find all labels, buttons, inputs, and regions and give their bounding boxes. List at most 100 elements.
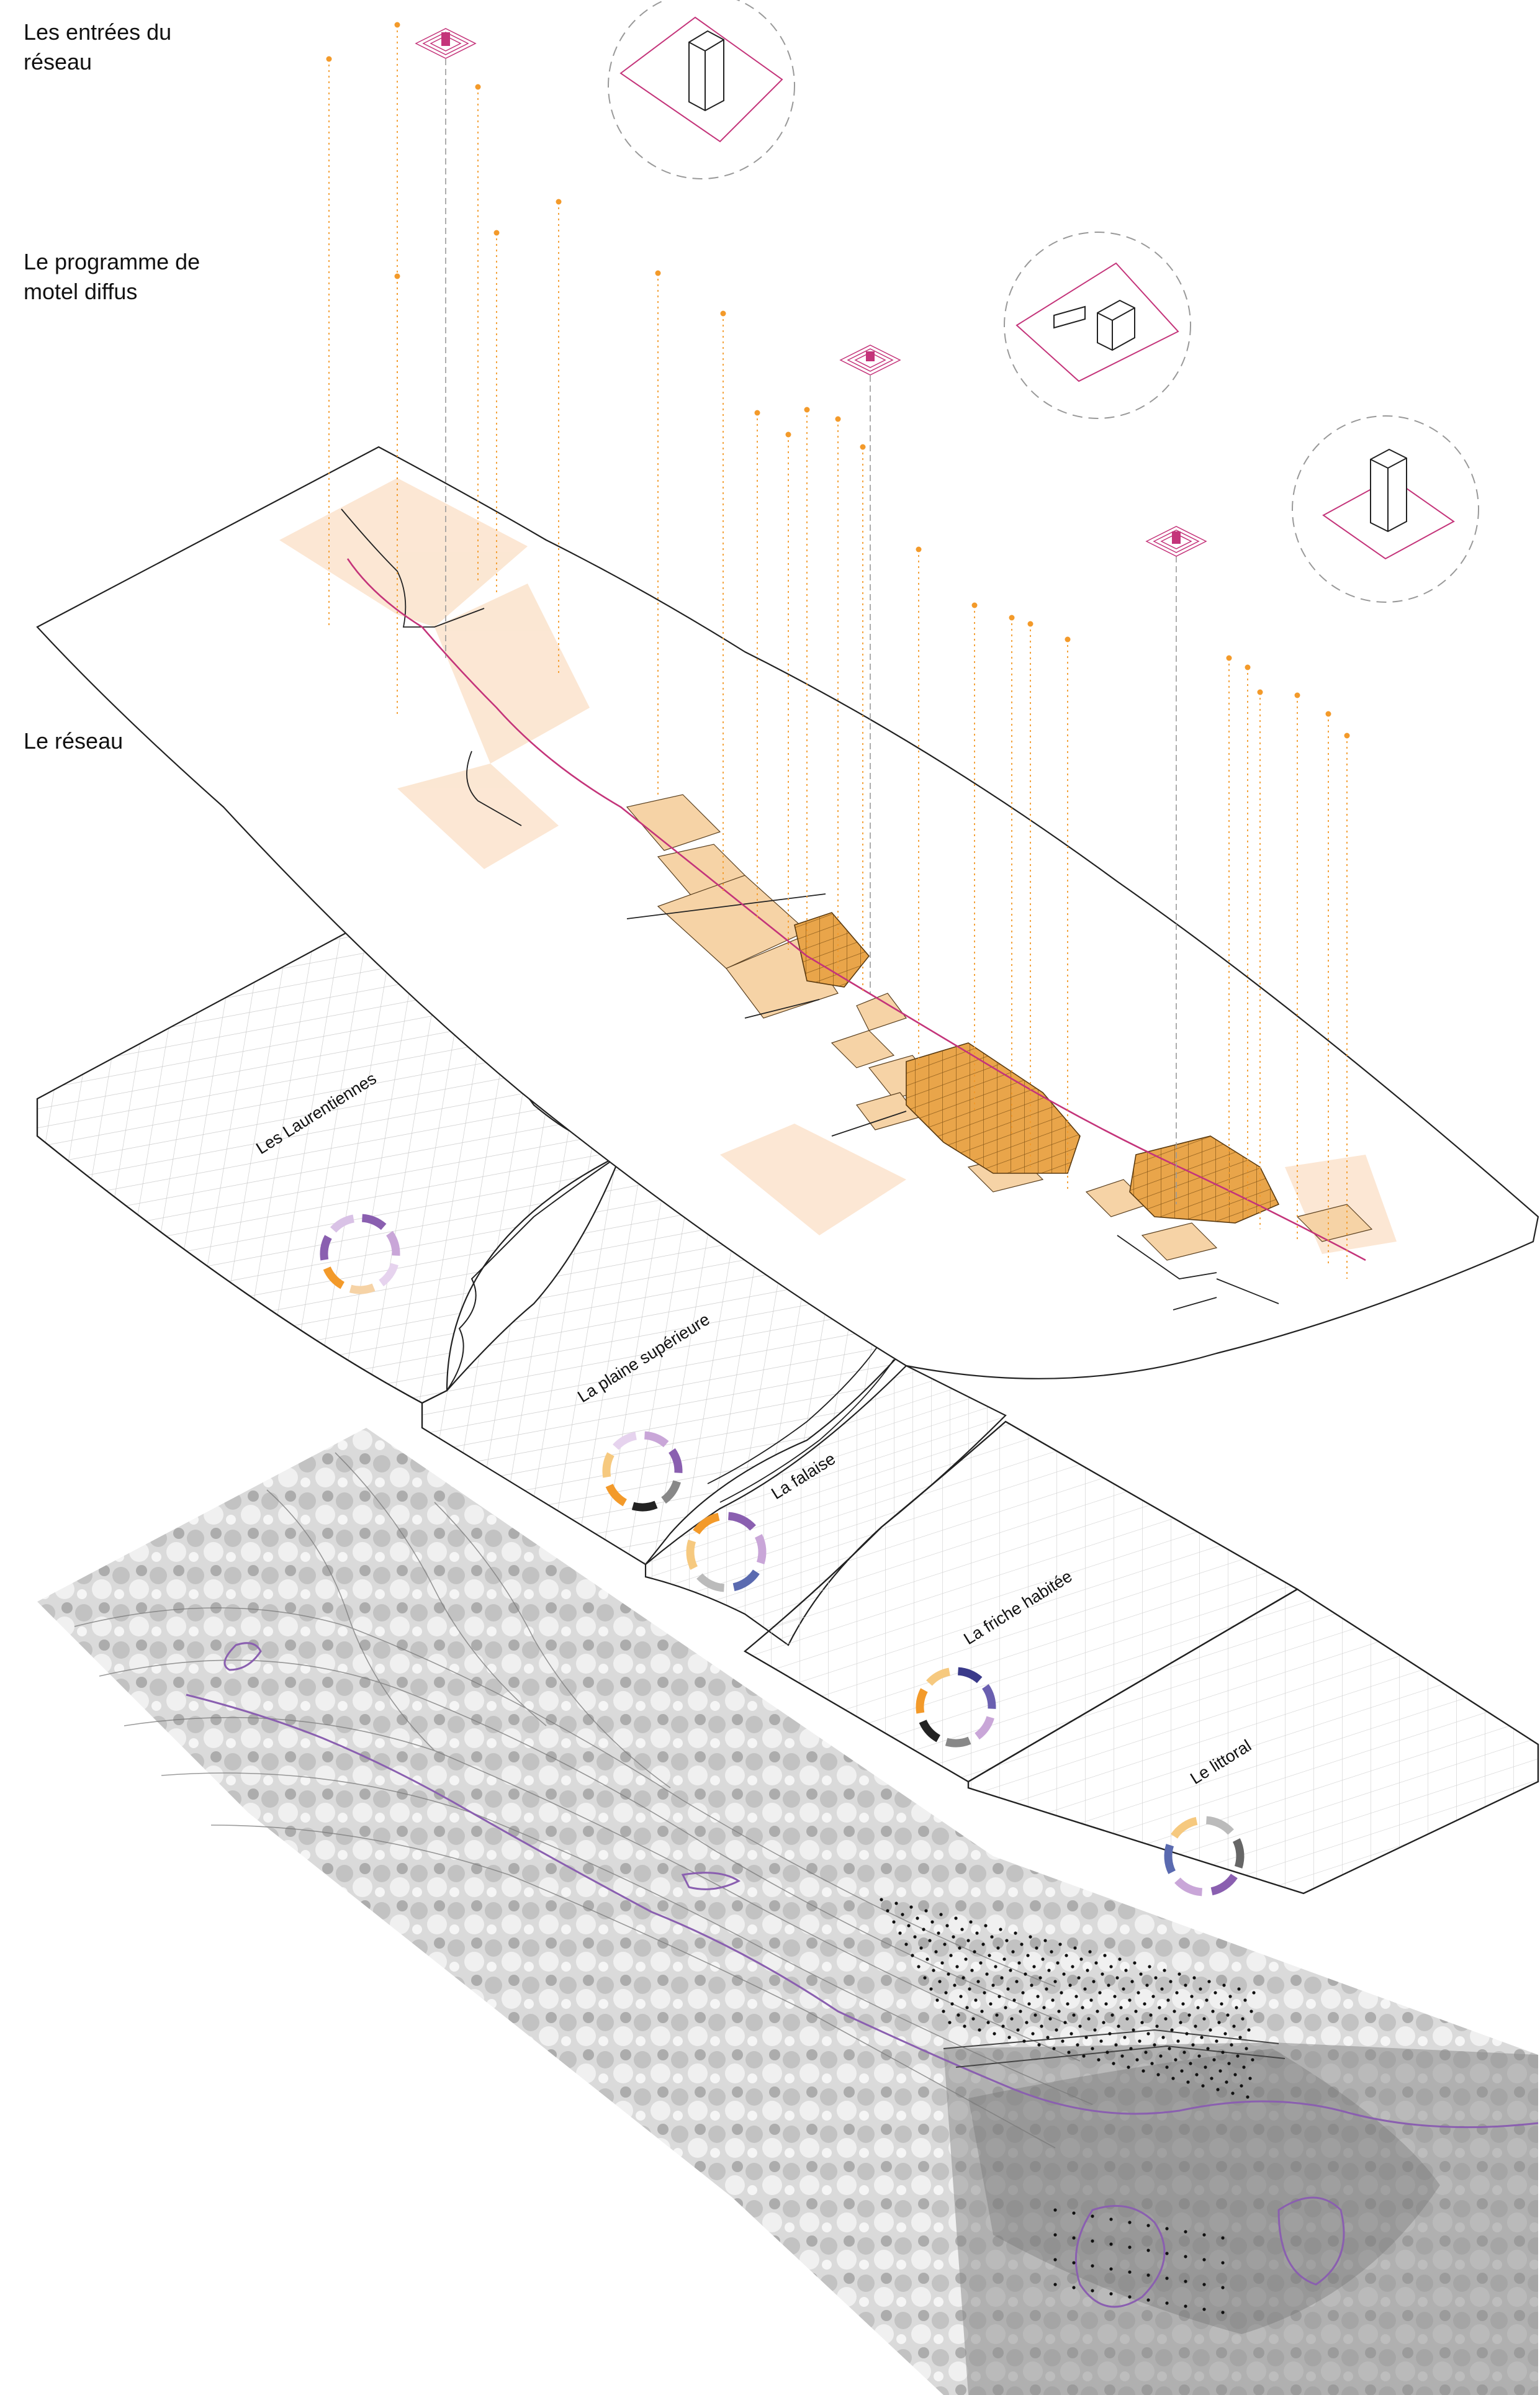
habitation-dot <box>1138 2039 1141 2043</box>
ring-segment <box>1210 1874 1238 1896</box>
habitation-dot <box>1088 1950 1092 1954</box>
habitation-dot <box>904 1942 908 1946</box>
habitation-dot <box>1047 1969 1051 1972</box>
habitation-dot <box>1160 1987 1164 1991</box>
habitation-dot <box>1199 1987 1202 1991</box>
habitation-dot <box>940 1961 944 1965</box>
habitation-dot <box>1005 1939 1009 1942</box>
habitation-dot <box>1210 2077 1214 2080</box>
habitation-dot <box>965 2006 969 2009</box>
habitation-dot <box>1128 2295 1132 2299</box>
habitation-dot <box>1216 2088 1220 2091</box>
habitation-dot <box>1076 2043 1079 2047</box>
habitation-dot <box>925 1957 929 1961</box>
ring-segment <box>668 1448 683 1473</box>
habitation-dot <box>1007 2036 1011 2039</box>
ring-segment <box>330 1214 355 1233</box>
entry-point <box>971 602 978 608</box>
habitation-dot <box>1128 2245 1132 2249</box>
habitation-dot <box>1073 1946 1077 1950</box>
habitation-dot <box>1230 2043 1233 2047</box>
habitation-dot <box>1245 2047 1248 2050</box>
habitation-dot <box>1146 2224 1150 2227</box>
habitation-dot <box>929 1987 933 1991</box>
habitation-dot <box>1019 2009 1022 2013</box>
habitation-dot <box>1190 1995 1194 1998</box>
habitation-dot <box>939 1913 943 1916</box>
habitation-dot <box>949 1954 953 1957</box>
habitation-dot <box>1128 1998 1132 2002</box>
entry-point <box>1294 692 1300 698</box>
habitation-dot <box>1154 1976 1158 1980</box>
habitation-dot <box>1163 1969 1166 1972</box>
ring-segment <box>981 1684 996 1709</box>
habitation-dot <box>1164 2017 1168 2021</box>
ring-segment <box>727 1512 756 1531</box>
habitation-dot <box>1202 2307 1206 2311</box>
building-cube-icon <box>1004 232 1191 419</box>
habitation-dot <box>1087 2017 1091 2021</box>
habitation-dot <box>911 1954 914 1957</box>
habitation-dot <box>1072 2236 1076 2240</box>
entry-point <box>720 310 726 317</box>
habitation-dot <box>1089 1998 1093 2002</box>
habitation-dot <box>1091 2289 1094 2293</box>
habitation-dot <box>928 1939 932 1942</box>
habitation-dot <box>1221 2236 1225 2240</box>
habitation-dot <box>1221 2050 1225 2054</box>
habitation-dot <box>1217 2021 1221 2024</box>
habitation-dot <box>950 2002 954 2006</box>
habitation-dot <box>1071 1965 1074 1969</box>
habitation-dot <box>1082 2054 1086 2058</box>
habitation-dot <box>986 2021 990 2024</box>
habitation-dot <box>1009 1969 1012 1972</box>
habitation-dot <box>1128 2221 1132 2224</box>
habitation-dot <box>1165 2065 1169 2069</box>
entry-point <box>1027 621 1033 627</box>
habitation-dot <box>1108 2032 1112 2036</box>
habitation-dot <box>1159 2054 1163 2058</box>
habitation-dot <box>991 1983 995 1987</box>
habitation-dot <box>1040 2024 1043 2028</box>
network-layer <box>36 446 1539 1379</box>
habitation-dot <box>1091 2214 1094 2218</box>
habitation-dot <box>1046 2036 1050 2039</box>
entry-point <box>1065 636 1071 643</box>
habitation-dot <box>1236 2054 1240 2058</box>
habitation-dot <box>1081 2006 1084 2009</box>
habitation-dot <box>989 2002 993 2006</box>
habitation-dot <box>966 1939 970 1942</box>
habitation-dot <box>1151 1995 1155 1998</box>
habitation-dot <box>1227 2062 1231 2065</box>
habitation-dot <box>1053 2283 1057 2286</box>
habitation-dot <box>1012 1998 1016 2002</box>
entry-point <box>785 431 791 438</box>
habitation-dot <box>1113 1995 1117 1998</box>
habitation-dot <box>1194 2024 1197 2028</box>
habitation-dot <box>1065 1954 1068 1957</box>
habitation-dot <box>1182 2050 1186 2054</box>
habitation-dot <box>1022 2039 1026 2043</box>
habitation-dot <box>1141 2069 1145 2073</box>
habitation-dot <box>1033 2013 1037 2017</box>
region-ring-icon <box>916 1667 996 1748</box>
entry-point <box>394 22 400 28</box>
habitation-dot <box>1096 2009 1099 2013</box>
habitation-dot <box>1206 2047 1210 2050</box>
habitation-dot <box>1036 1995 1040 1998</box>
ring-segment <box>1232 1838 1245 1869</box>
habitation-dot <box>990 1935 994 1939</box>
habitation-dot <box>1165 2252 1169 2255</box>
entry-point <box>493 230 500 236</box>
habitation-dot <box>1149 2013 1153 2017</box>
habitation-dot <box>1237 1987 1241 1991</box>
habitation-dot <box>1232 2024 1236 2028</box>
habitation-dot <box>1184 2304 1187 2308</box>
habitation-dot <box>945 1924 949 1928</box>
habitation-dot <box>1215 2039 1218 2043</box>
habitation-dot <box>1251 2058 1254 2062</box>
habitation-dot <box>1184 2230 1187 2234</box>
habitation-dot <box>1091 2239 1094 2243</box>
habitation-dot <box>1175 1991 1179 1995</box>
habitation-dot <box>924 1909 928 1913</box>
